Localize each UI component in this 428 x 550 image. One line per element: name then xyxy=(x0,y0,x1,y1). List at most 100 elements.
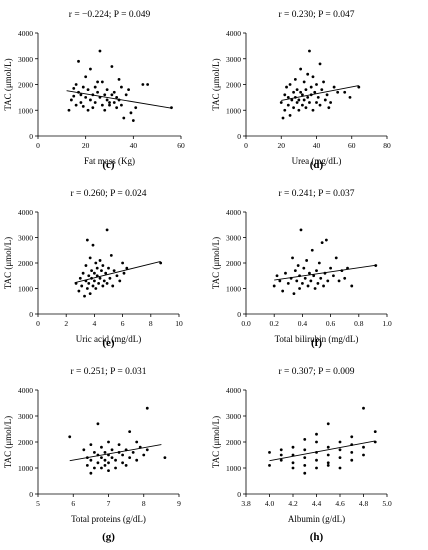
panel-1-y-axis-label: TAC (μmol/L) xyxy=(3,58,13,110)
panel-3-y-tick-label: 1000 xyxy=(18,285,33,294)
panel-2-data-point xyxy=(283,93,287,97)
panel-2-y-tick-label: 2000 xyxy=(226,81,241,90)
panel-4-y-tick-label: 0 xyxy=(237,310,241,319)
panel-6-x-tick-label: 4.8 xyxy=(359,499,369,508)
panel-2-data-point xyxy=(292,90,295,94)
panel-2-data-point xyxy=(308,49,311,53)
panel-3-data-point xyxy=(112,269,116,273)
panel-2-data-point xyxy=(308,101,311,104)
panel-6-data-point xyxy=(279,453,283,457)
panel-3-data-point xyxy=(159,261,163,265)
panel-3-data-point xyxy=(104,271,108,275)
panel-3-data-point xyxy=(115,274,119,278)
panel-4-data-point xyxy=(315,269,318,273)
panel-5-x-tick-label: 8 xyxy=(142,499,146,508)
panel-1-y-tick-label: 4000 xyxy=(18,29,33,38)
panel-2-data-point xyxy=(295,101,299,104)
panel-letter-bottom: (h) xyxy=(310,531,324,543)
panel-4-data-point xyxy=(322,284,325,288)
panel-6-data-point xyxy=(303,456,307,459)
panel-4-data-point xyxy=(272,284,276,288)
panel-6-data-point xyxy=(326,422,330,426)
panel-2-x-tick-label: 80 xyxy=(383,141,391,150)
panel-2-x-tick-label: 60 xyxy=(348,141,356,150)
panel-3-data-point xyxy=(100,269,103,273)
panel-5-y-tick-label: 3000 xyxy=(18,412,33,421)
panel-2-x-axis-label: Urea (mg/dL) xyxy=(292,156,342,166)
panel-1-data-point xyxy=(100,80,104,84)
panel-5-data-point xyxy=(110,448,114,452)
panel-5-data-point xyxy=(121,453,124,457)
panel-4-data-point xyxy=(329,266,332,270)
panel-6-data-point xyxy=(279,458,283,462)
panel-3-x-tick-label: 0 xyxy=(36,319,40,328)
panel-5-data-point xyxy=(96,461,100,465)
panel-3-x-tick-label: 4 xyxy=(93,319,97,328)
panel-6-data-point xyxy=(291,445,295,449)
panel-4-y-tick-label: 4000 xyxy=(226,208,241,217)
panel-6-data-point xyxy=(279,448,283,452)
panel-4-data-point xyxy=(317,261,321,265)
panel-6-data-point xyxy=(338,456,342,459)
panel-5-data-point xyxy=(114,458,117,462)
panel-4-data-point xyxy=(281,289,285,293)
panel-2-data-point xyxy=(325,93,329,97)
panel-2-data-point xyxy=(327,106,331,110)
panel-5-data-point xyxy=(107,469,110,472)
panel-2-data-point xyxy=(288,83,292,86)
panel-2-data-point xyxy=(323,98,327,102)
panel-2-data-point xyxy=(292,106,295,110)
panel-3-y-axis-label: TAC (μmol/L) xyxy=(3,237,13,289)
panel-3-data-point xyxy=(122,271,126,275)
panel-4-y-tick-label: 3000 xyxy=(226,234,241,243)
panel-1-data-point xyxy=(122,116,126,120)
panel-5-stat: r = 0.251; P = 0.031 xyxy=(70,367,146,377)
panel-2-y-tick-label: 4000 xyxy=(226,29,241,38)
panel-6-data-point xyxy=(268,464,271,467)
panel-4-data-point xyxy=(293,269,297,273)
panel-6-data-point xyxy=(350,458,354,462)
panel-2-data-point xyxy=(348,95,352,99)
panel-6-y-tick-label: 0 xyxy=(237,490,241,499)
panel-4-data-point xyxy=(308,271,311,275)
panel-5-letter: (e) xyxy=(102,337,115,349)
panel-3-stat: r = 0.260; P = 0.024 xyxy=(70,189,146,199)
panel-5-data-point xyxy=(131,451,135,454)
panel-1-data-point xyxy=(110,65,114,68)
panel-2-data-point xyxy=(343,90,347,94)
panel-4-y-tick-label: 1000 xyxy=(226,285,241,294)
panel-1-data-point xyxy=(84,75,88,79)
panel-3-data-point xyxy=(109,253,113,257)
panel-2-data-point xyxy=(332,85,336,89)
panel-6-data-point xyxy=(350,451,354,454)
panel-6-y-axis-label: TAC (μmol/L) xyxy=(211,416,221,468)
panel-1-x-tick-label: 0 xyxy=(36,141,40,150)
panel-1-data-point xyxy=(93,85,97,89)
panel-6-data-point xyxy=(303,438,307,441)
panel-4-data-point xyxy=(291,256,294,260)
panel-1-data-point xyxy=(89,98,92,102)
panel-2-data-point xyxy=(295,88,299,92)
panel-6-x-tick-label: 5.0 xyxy=(382,499,392,508)
panel-6-data-point xyxy=(373,430,377,433)
panel-4-stat: r = 0.241; P = 0.037 xyxy=(278,189,354,199)
panel-5-y-tick-label: 0 xyxy=(29,490,33,499)
panel-1-stat: r = −0.224; P = 0.049 xyxy=(69,10,151,20)
panel-4-y-tick-label: 2000 xyxy=(226,259,241,268)
panel-2-data-point xyxy=(283,108,287,112)
panel-2-x-tick-label: 20 xyxy=(278,141,286,150)
panel-1-data-point xyxy=(74,103,78,107)
panel-1-data-point xyxy=(72,94,76,98)
panel-4-data-point xyxy=(316,282,320,285)
panel-6-data-point xyxy=(291,453,295,457)
panel-1-data-point xyxy=(100,103,104,107)
panel-6-data-point xyxy=(315,440,318,444)
panel-1-y-tick-label: 2000 xyxy=(18,81,33,90)
panel-5-data-point xyxy=(121,461,124,465)
panel-5-x-tick-label: 9 xyxy=(177,499,181,508)
panel-5-data-point xyxy=(103,458,107,462)
panel-4-data-point xyxy=(305,259,309,262)
panel-2-data-point xyxy=(297,108,301,112)
panel-4-data-point xyxy=(303,276,307,280)
